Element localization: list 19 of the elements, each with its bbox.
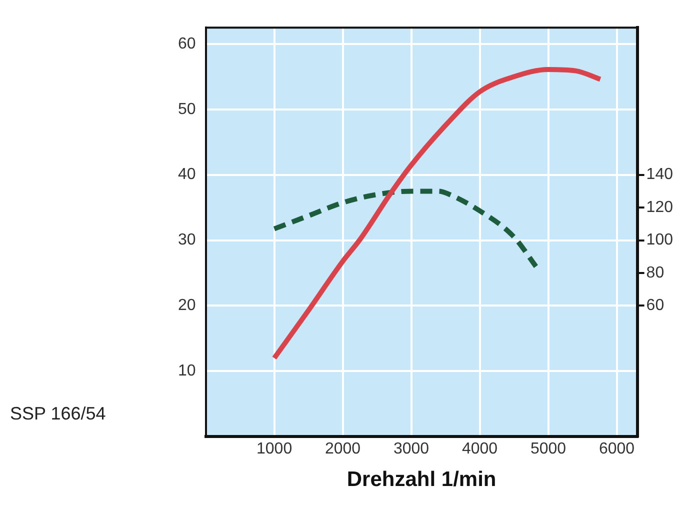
- y2-tick-label: 120: [646, 198, 674, 216]
- x-tick-label: 6000: [598, 440, 635, 458]
- y2-tick-label: 80: [646, 264, 664, 282]
- y2-tick-label: 140: [646, 166, 674, 184]
- y2-tick-label: 60: [646, 297, 664, 314]
- text: SSP 166/54: [10, 404, 106, 424]
- x-tick-label: 3000: [393, 440, 430, 458]
- x-tick-label: 5000: [530, 440, 566, 458]
- y-tick-label: 50: [178, 100, 196, 118]
- x-tick-label: 4000: [462, 440, 498, 458]
- x-axis-title: Drehzahl 1/min: [346, 468, 496, 492]
- x-tick-label: 2000: [324, 440, 361, 458]
- y-tick-label: 40: [178, 166, 196, 184]
- y2-tick-label: 100: [646, 232, 674, 249]
- y-tick-label: 10: [178, 362, 196, 380]
- y-tick-label: 20: [178, 297, 196, 314]
- x-tick-label: 1000: [256, 440, 292, 458]
- y-tick-label: 30: [178, 232, 196, 249]
- y-tick-label: 60: [178, 35, 196, 52]
